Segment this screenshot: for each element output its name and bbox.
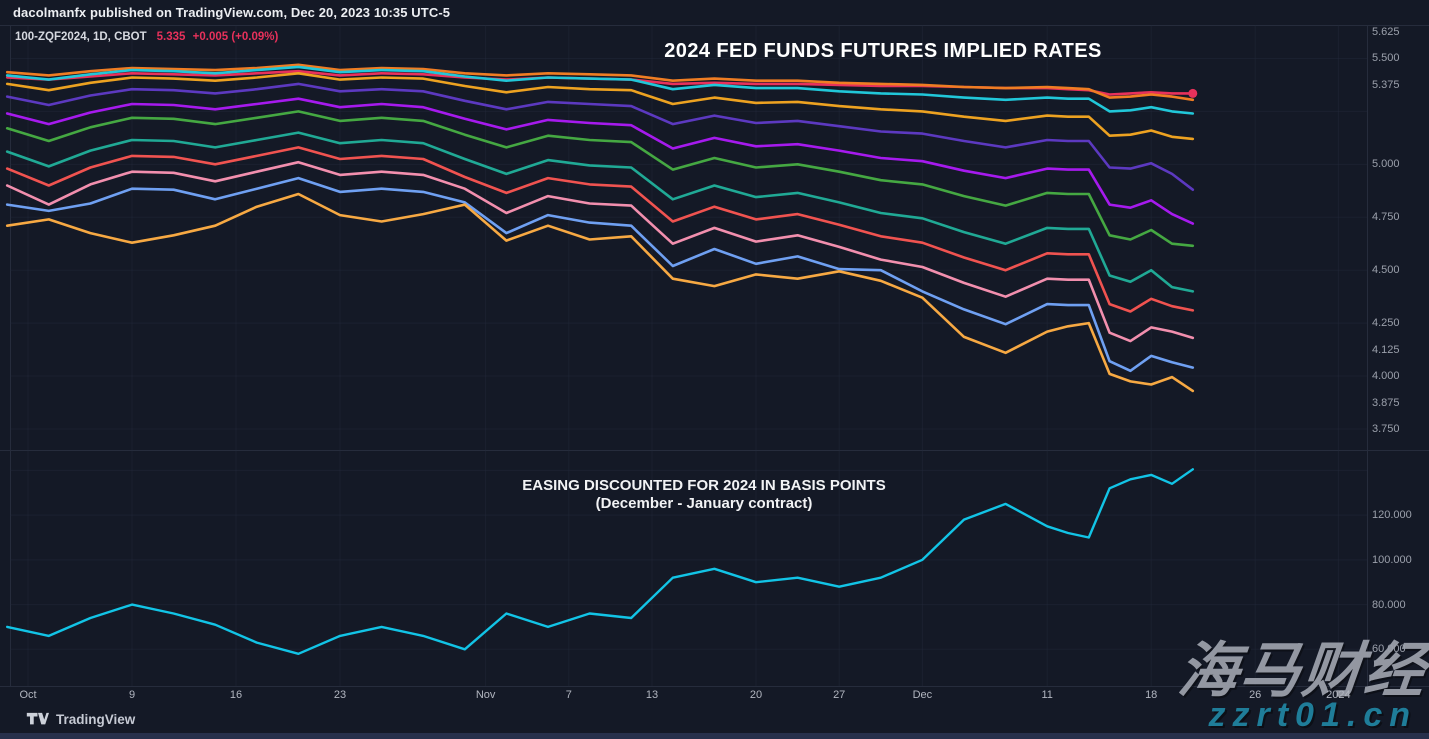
y-axis-tick: 4.500 [1372,264,1400,277]
legend-change: +0.005 (+0.09%) [192,31,279,43]
symbol-legend[interactable]: 100-ZQF2024, 1D, CBOT 5.335 +0.005 (+0.09… [15,31,278,43]
series-line-(ZQZ2024-ZQF2024)*100 [5,468,1195,655]
x-axis-tick[interactable]: 20 [749,689,763,701]
time-axis[interactable] [10,686,1367,710]
series-line-100-ZQV2024 [5,160,1195,343]
series-line-100-ZQK2024 [5,82,1195,191]
y-axis-tick: 4.000 [1372,370,1400,383]
watermark-site: zzrt01.cn [1208,696,1417,734]
x-axis-tick[interactable]: 11 [1041,689,1053,701]
y-axis-tick: 100.000 [1372,553,1412,566]
lower-pane-title-line1: EASING DISCOUNTED FOR 2024 IN BASIS POIN… [522,477,886,494]
series-line-100-ZQQ2024 [5,131,1195,293]
y-axis-tick: 5.500 [1372,52,1400,65]
last-price-dot [1188,88,1198,98]
x-axis-tick[interactable]: 2024 [1326,689,1351,701]
y-axis-tick: 5.375 [1372,78,1400,91]
lower-pane-title-line2: (December - January contract) [595,495,813,512]
y-axis-tick: 4.750 [1372,211,1400,224]
tradingview-label: TradingView [56,712,136,727]
series-line-100-ZQZ2024 [5,192,1195,393]
series-line-100-ZQM2024 [5,97,1195,225]
byline: dacolmanfx published on TradingView.com,… [13,5,451,20]
series-line-100-ZQN2024 [5,110,1195,248]
chart-title: 2024 FED FUNDS FUTURES IMPLIED RATES [664,40,1102,62]
x-axis-tick[interactable]: Oct [19,689,37,701]
bottom-bar [0,733,1429,739]
x-axis-tick[interactable]: 26 [1249,689,1262,701]
series-line-100-ZQX2024 [5,176,1195,373]
x-axis-tick[interactable]: 7 [565,689,572,701]
y-axis-tick: 60.000 [1372,643,1406,656]
tradingview-icon [26,712,49,725]
y-axis-tick: 3.875 [1372,396,1400,409]
y-axis-tick: 120.000 [1372,509,1412,522]
x-axis-tick[interactable]: 18 [1145,689,1158,701]
y-axis-tick: 4.125 [1372,343,1400,356]
tradingview-attribution[interactable]: TradingView [26,712,135,727]
series-line-100-ZQU2024 [5,146,1195,313]
x-axis-tick[interactable]: Dec [912,689,933,701]
y-axis-tick: 4.250 [1372,317,1400,330]
y-axis-tick: 3.750 [1372,422,1400,435]
x-axis-tick[interactable]: 13 [645,689,659,701]
legend-symbol[interactable]: 100-ZQF2024, 1D, CBOT [15,31,147,43]
series-line-100-ZQH2024 [5,65,1195,115]
x-axis-tick[interactable]: Nov [475,689,496,701]
series-line-100-ZQG2024 [5,63,1195,102]
y-axis-tick: 5.625 [1372,26,1400,38]
y-axis-tick: 80.000 [1372,598,1406,611]
x-axis-tick[interactable]: 16 [229,689,243,701]
x-axis-tick[interactable]: 9 [128,689,136,701]
x-axis-tick[interactable]: 23 [333,689,347,701]
legend-price: 5.335 [156,31,186,43]
y-axis-tick: 5.000 [1372,158,1400,171]
series-line-100-ZQJ2024 [5,72,1195,141]
x-axis-tick[interactable]: 27 [833,689,846,701]
